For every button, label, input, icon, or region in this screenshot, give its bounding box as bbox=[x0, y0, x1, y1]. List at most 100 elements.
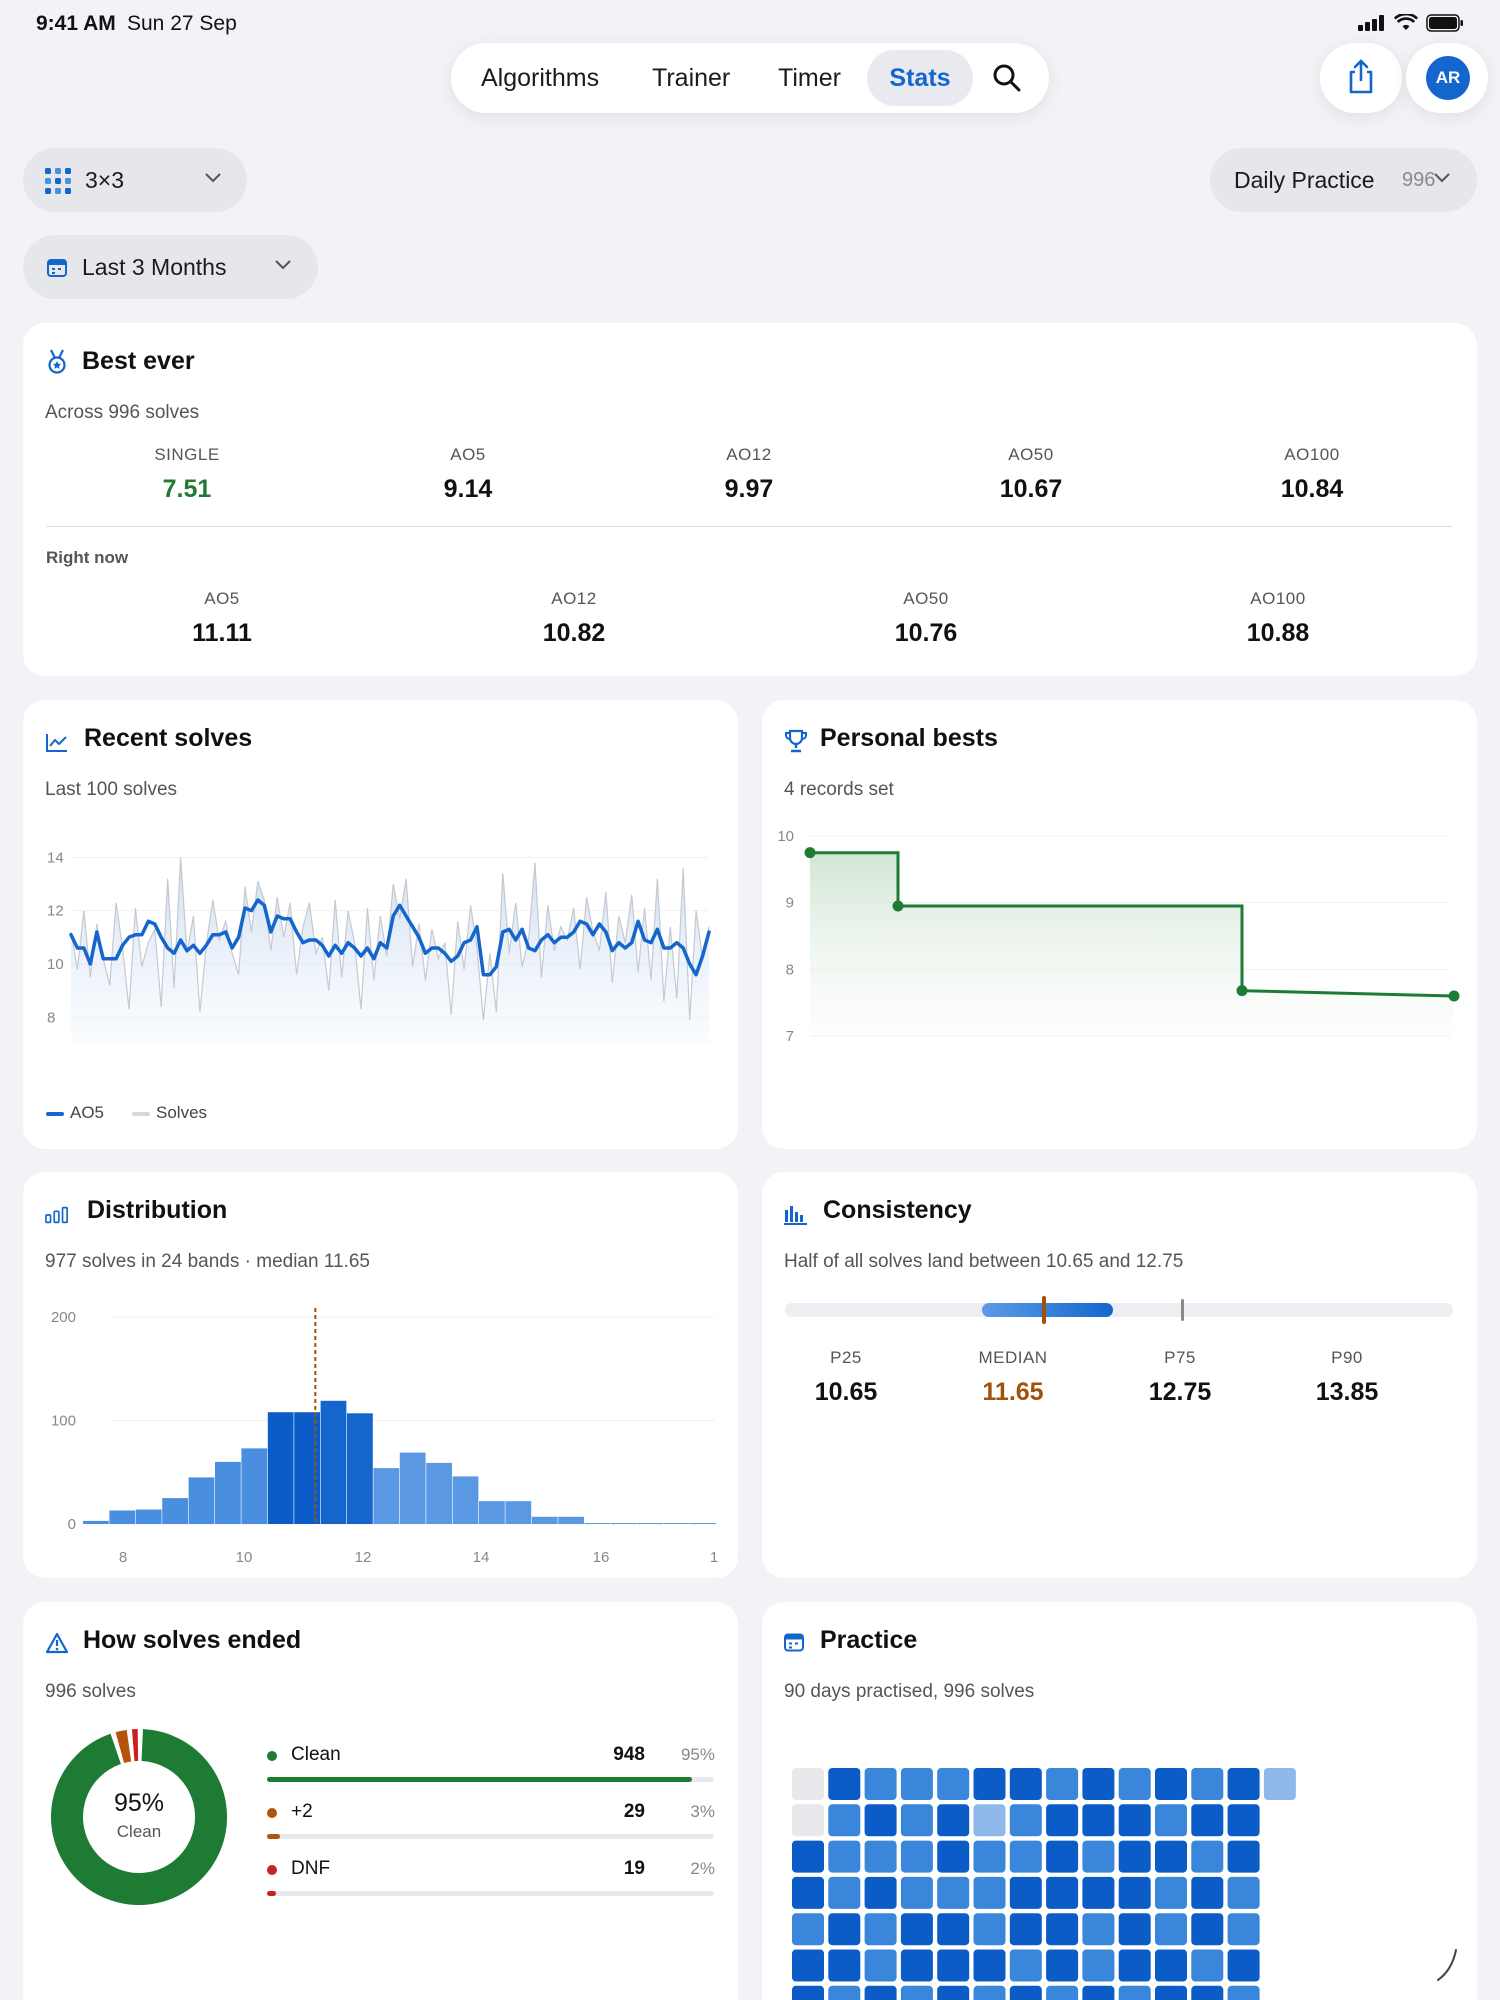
date-range-selector[interactable]: Last 3 Months bbox=[23, 235, 318, 299]
practice-day-cell bbox=[1155, 1949, 1187, 1982]
ao5-line bbox=[69, 898, 711, 977]
x-tick-label: 16 bbox=[593, 1549, 610, 1566]
practice-day-cell bbox=[937, 1949, 970, 1982]
y-tick-label: 12 bbox=[47, 903, 64, 920]
practice-day-cell bbox=[828, 1876, 861, 1909]
histogram-bar bbox=[690, 1523, 716, 1524]
histogram-bar bbox=[241, 1448, 268, 1524]
practice-day-cell bbox=[828, 1985, 861, 2000]
search-icon[interactable] bbox=[991, 62, 1023, 94]
card-title: Distribution bbox=[87, 1196, 228, 1224]
histogram-bar bbox=[611, 1523, 637, 1524]
practice-day-cell bbox=[1227, 1949, 1260, 1982]
practice-day-cell bbox=[1155, 1804, 1187, 1837]
line-chart-icon bbox=[46, 734, 67, 752]
calendar-icon bbox=[784, 1633, 804, 1652]
cellular-signal-icon bbox=[1358, 15, 1384, 31]
practice-day-cell bbox=[864, 1876, 897, 1909]
practice-day-cell bbox=[1191, 1949, 1224, 1982]
pb-point bbox=[1236, 985, 1248, 997]
session-selector[interactable]: Daily Practice 996 bbox=[1210, 148, 1477, 212]
trophy-icon bbox=[785, 729, 807, 753]
y-tick-label: 10 bbox=[47, 956, 64, 973]
profile-button[interactable]: AR bbox=[1406, 43, 1488, 113]
practice-day-cell bbox=[1082, 1876, 1115, 1909]
practice-day-cell bbox=[1009, 1876, 1042, 1909]
histogram-bar bbox=[320, 1400, 347, 1524]
practice-day-cell bbox=[1082, 1985, 1115, 2000]
practice-day-cell bbox=[864, 1985, 897, 2000]
tab-trainer[interactable]: Trainer bbox=[652, 64, 731, 92]
donut-slice bbox=[115, 1729, 132, 1764]
practice-heatmap bbox=[792, 1768, 1457, 2000]
practice-day-cell bbox=[1046, 1840, 1079, 1873]
legend-solves: Solves bbox=[132, 1103, 207, 1123]
puzzle-selector[interactable]: 3×3 bbox=[23, 148, 247, 212]
practice-day-cell bbox=[1155, 1768, 1187, 1800]
card-subtitle: 4 records set bbox=[784, 779, 894, 800]
legend-dot bbox=[267, 1808, 277, 1818]
practice-day-cell bbox=[973, 1949, 1006, 1982]
practice-day-cell bbox=[1118, 1913, 1151, 1946]
y-tick-label: 7 bbox=[786, 1028, 794, 1045]
practice-day-cell bbox=[1191, 1804, 1224, 1837]
practice-day-cell bbox=[973, 1804, 1006, 1837]
practice-day-cell bbox=[792, 1840, 824, 1873]
practice-day-cell bbox=[937, 1985, 970, 2000]
x-tick-label: 8 bbox=[119, 1549, 127, 1566]
practice-day-cell bbox=[1046, 1804, 1079, 1837]
practice-day-cell bbox=[1155, 1876, 1187, 1909]
y-tick-label: 8 bbox=[47, 1009, 55, 1026]
share-button[interactable] bbox=[1320, 43, 1402, 113]
best-ever-card: Best ever Across 996 solves SINGLE 7.51 A… bbox=[23, 323, 1477, 676]
practice-day-cell bbox=[900, 1949, 933, 1982]
histogram-bar bbox=[109, 1510, 136, 1524]
practice-day-cell bbox=[1118, 1804, 1151, 1837]
practice-day-cell bbox=[792, 1985, 824, 2000]
practice-day-cell bbox=[1082, 1768, 1115, 1800]
card-title: Consistency bbox=[823, 1196, 972, 1224]
warning-icon bbox=[45, 1632, 69, 1654]
practice-day-cell bbox=[1046, 1949, 1079, 1982]
tab-algorithms[interactable]: Algorithms bbox=[481, 64, 600, 92]
stat-ao12: AO12 9.97 bbox=[724, 445, 774, 503]
y-tick-label: 8 bbox=[786, 961, 794, 978]
practice-day-cell bbox=[1082, 1913, 1115, 1946]
share-icon bbox=[1349, 59, 1373, 94]
histogram-bar bbox=[558, 1516, 584, 1524]
practice-day-cell bbox=[973, 1876, 1006, 1909]
avatar: AR bbox=[1426, 56, 1470, 100]
practice-day-cell bbox=[1191, 1768, 1224, 1800]
status-bar: 9:41 AM Sun 27 Sep bbox=[0, 0, 1500, 46]
solves-area bbox=[71, 857, 709, 1044]
card-subtitle: Half of all solves land between 10.65 an… bbox=[784, 1251, 1184, 1272]
histogram-bar bbox=[399, 1452, 426, 1524]
clock: 9:41 AM bbox=[36, 12, 116, 35]
practice-day-cell bbox=[792, 1768, 824, 1800]
practice-day-cell bbox=[937, 1768, 970, 1800]
stat-ao100: AO100 10.84 bbox=[1280, 445, 1344, 503]
percentile-track bbox=[785, 1303, 1453, 1317]
personal-bests-chart: 109871 Jul1 Aug1 bbox=[777, 828, 1460, 1045]
legend-ao5: AO5 bbox=[46, 1103, 104, 1123]
recent-solves-card: Recent solves Last 100 solves 1412108025… bbox=[23, 700, 738, 1149]
practice-day-cell bbox=[900, 1876, 933, 1909]
histogram-bar bbox=[505, 1501, 532, 1524]
chevron-down-icon bbox=[275, 260, 291, 270]
distribution-card: Distribution 977 solves in 24 bands · me… bbox=[23, 1172, 738, 1578]
recent-solves-chart: 14121080255075 bbox=[47, 849, 711, 1044]
histogram-bar bbox=[373, 1468, 400, 1524]
consistency-card: Consistency Half of all solves land betw… bbox=[762, 1172, 1477, 1578]
practice-day-cell bbox=[1118, 1840, 1151, 1873]
practice-day-cell bbox=[864, 1840, 897, 1873]
practice-day-cell bbox=[792, 1949, 824, 1982]
practice-day-cell bbox=[864, 1949, 897, 1982]
practice-day-cell bbox=[973, 1840, 1006, 1873]
y-tick-label: 100 bbox=[51, 1413, 76, 1430]
donut-slice bbox=[51, 1729, 227, 1905]
practice-day-cell bbox=[973, 1985, 1006, 2000]
tab-stats[interactable]: Stats bbox=[867, 50, 973, 106]
card-subtitle: 996 solves bbox=[45, 1681, 136, 1702]
practice-day-cell bbox=[937, 1804, 970, 1837]
tab-timer[interactable]: Timer bbox=[778, 64, 841, 92]
